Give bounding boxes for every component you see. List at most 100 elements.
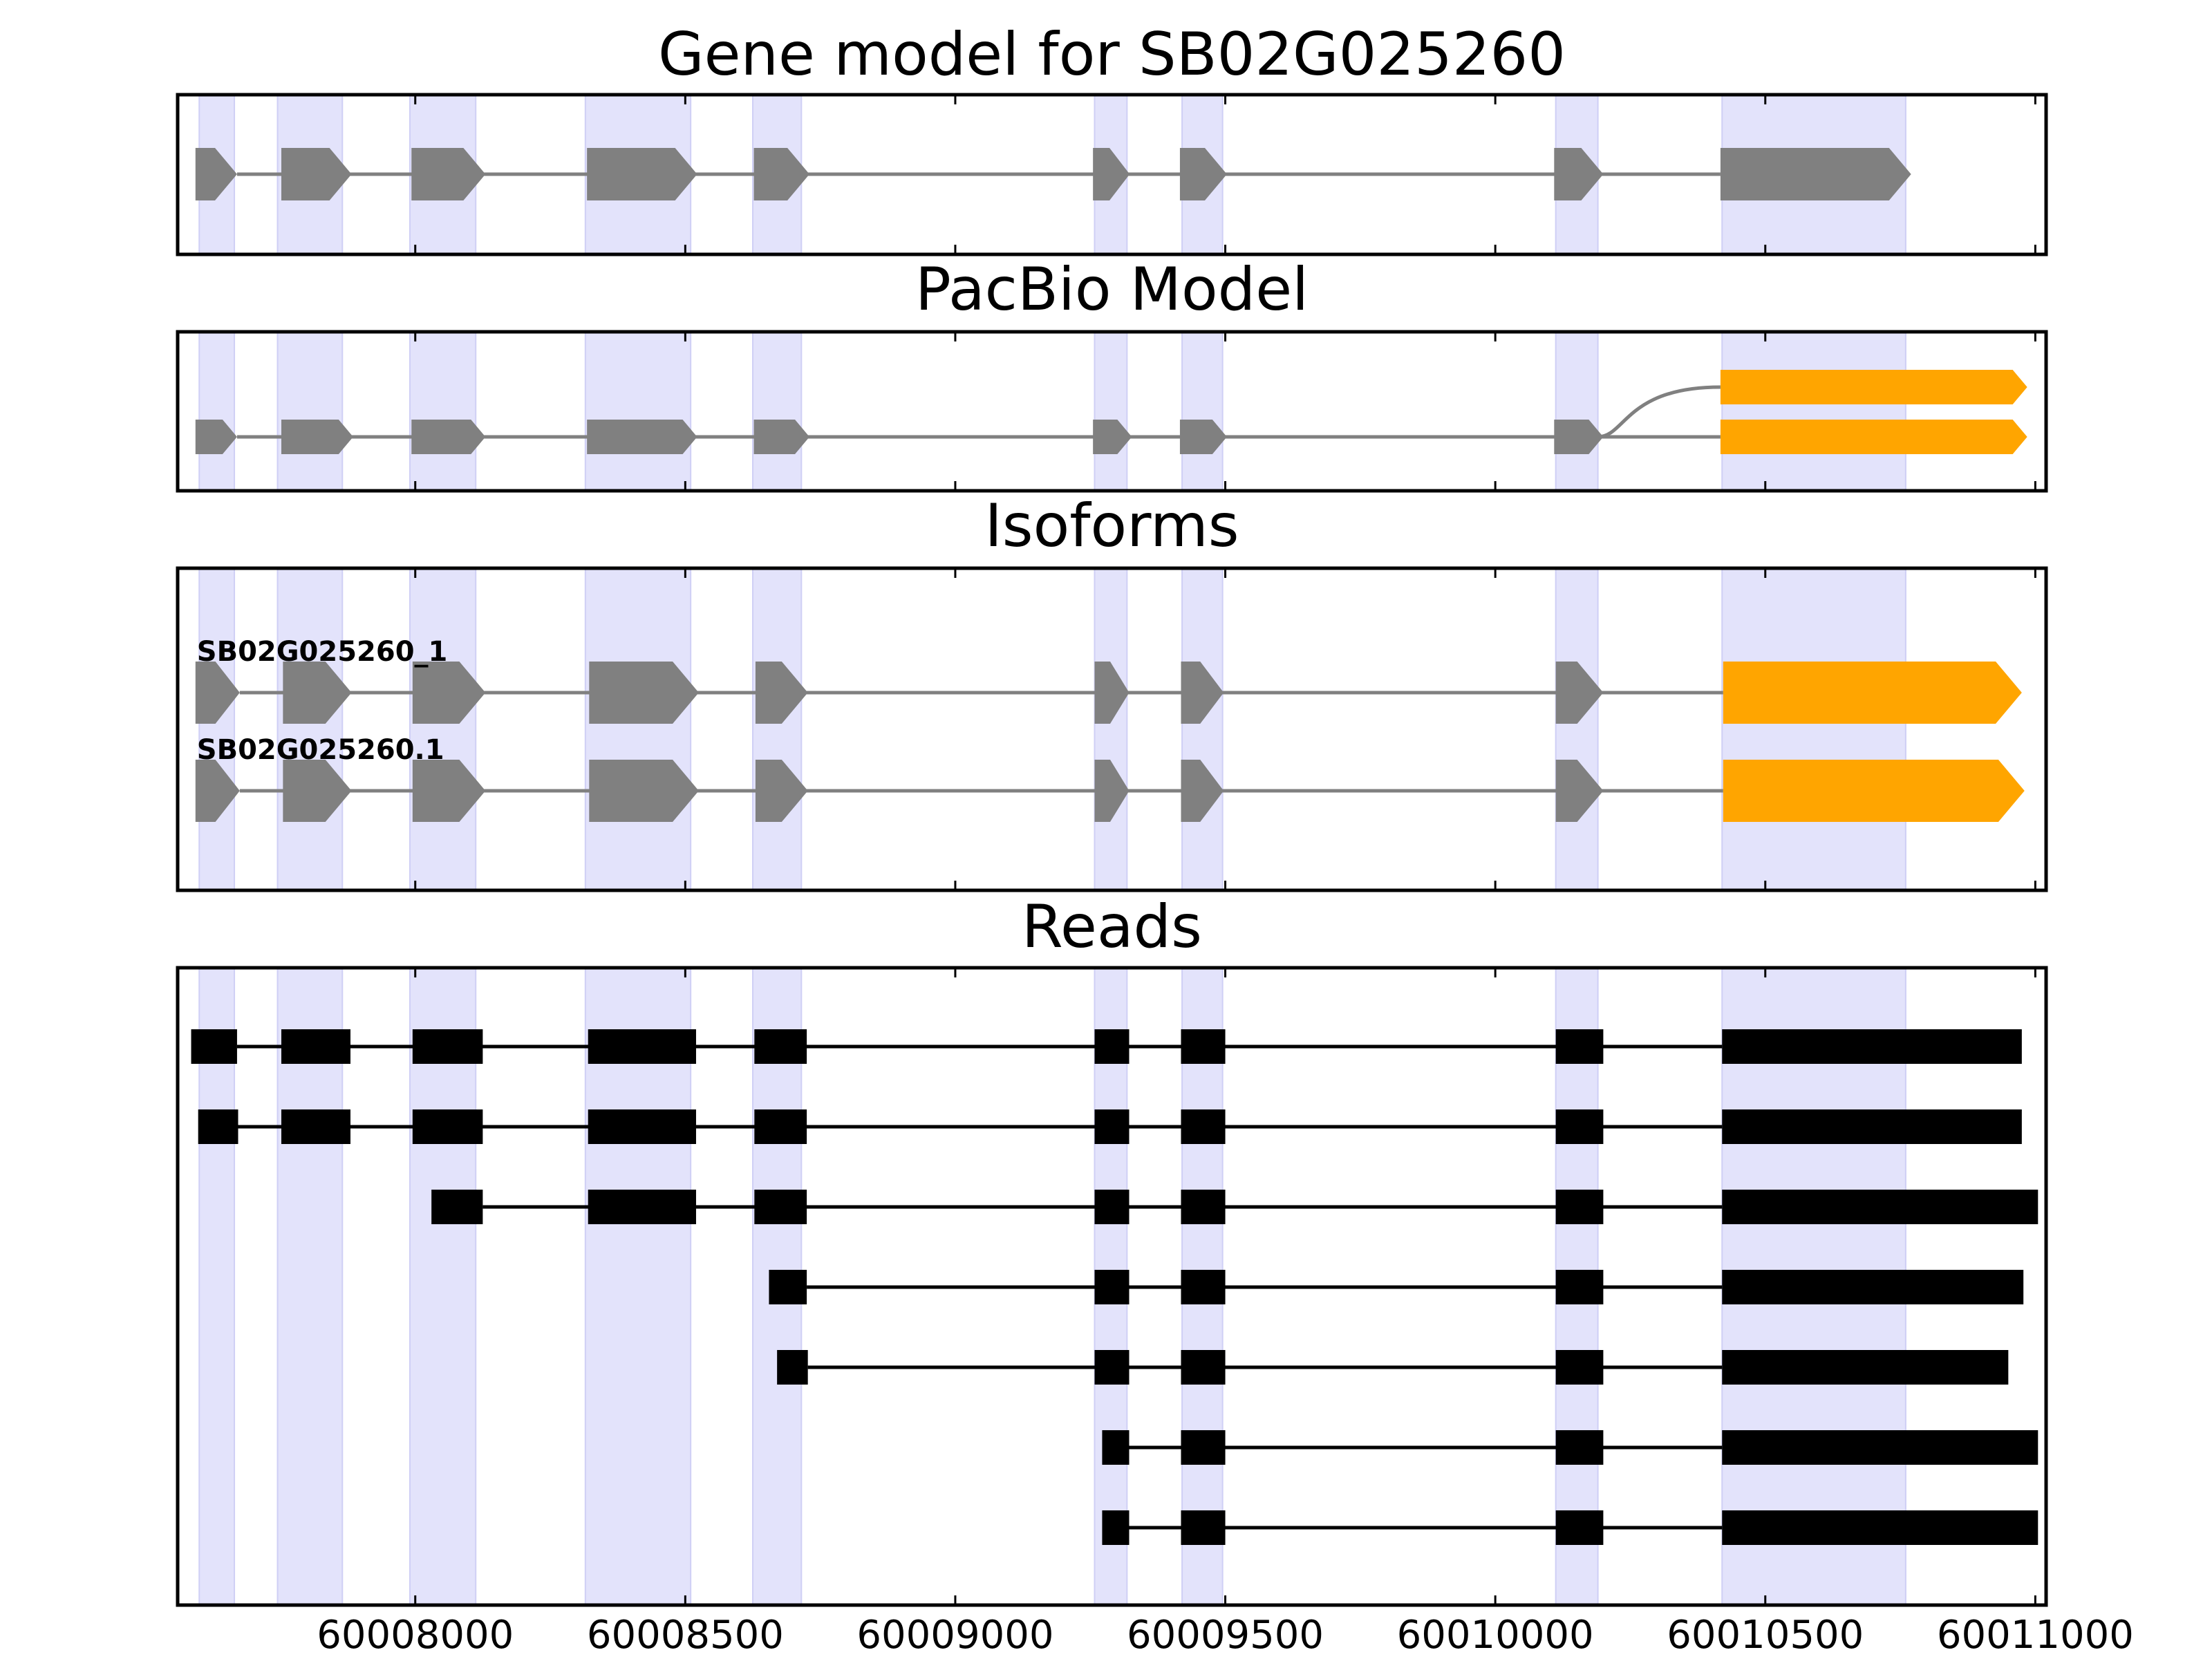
exon-region-band <box>409 967 477 1606</box>
read-exon-block <box>1722 1510 2038 1545</box>
exon-arrow <box>195 148 237 200</box>
exon-region-band <box>1721 331 1906 491</box>
read-row <box>769 1270 2024 1304</box>
read-exon-block <box>1094 1029 1130 1064</box>
read-exon-block <box>1102 1510 1130 1545</box>
read-exon-block <box>777 1350 808 1385</box>
read-exon-block <box>1094 1109 1130 1144</box>
exon-arrow <box>411 420 486 454</box>
exon-region-band <box>1555 331 1599 491</box>
read-exon-block <box>1094 1350 1130 1385</box>
exon-region-band <box>584 331 692 491</box>
read-row <box>1102 1430 2038 1465</box>
exon-region-band <box>751 568 803 891</box>
read-exon-block <box>1555 1029 1604 1064</box>
read-exon-block <box>191 1029 237 1064</box>
read-exon-block <box>1102 1430 1130 1465</box>
exon-arrow <box>587 148 697 200</box>
read-exon-block <box>588 1109 696 1144</box>
exon-region-band <box>198 331 236 491</box>
exon-region-band <box>409 568 477 891</box>
panel-frame <box>176 93 2048 256</box>
x-tick-label: 60011000 <box>1937 1613 2134 1658</box>
panel-2: PacBio Model <box>176 255 2048 493</box>
read-exon-block <box>1722 1190 2038 1224</box>
exon-arrow <box>1720 148 1911 200</box>
exon-arrow <box>1093 148 1130 200</box>
transcript-row: SB02G025260_1 <box>195 636 2022 724</box>
exon-arrow <box>755 760 808 822</box>
transcript-row <box>1597 370 2027 439</box>
x-tick-label: 60008500 <box>587 1613 784 1658</box>
read-row <box>198 1109 2022 1144</box>
transcript-row <box>195 420 2027 454</box>
panel-frame <box>176 966 2048 1607</box>
exon-arrow <box>195 760 240 822</box>
exon-arrow <box>412 760 486 822</box>
read-exon-block <box>1555 1109 1604 1144</box>
exon-region-band <box>584 568 692 891</box>
exon-arrow <box>1723 662 2022 724</box>
read-exon-block <box>588 1029 696 1064</box>
panel-title: Isoforms <box>984 491 1239 561</box>
exon-region-band <box>1181 331 1224 491</box>
read-exon-block <box>1722 1350 2009 1385</box>
read-row <box>1102 1510 2038 1545</box>
x-tick-label: 60009000 <box>856 1613 1053 1658</box>
exon-arrow <box>195 420 237 454</box>
exon-arrow <box>755 662 808 724</box>
read-exon-block <box>754 1029 807 1064</box>
panels-layer: Gene model for SB02G025260 PacBio Model Is… <box>176 20 2134 1658</box>
exon-arrow <box>1181 662 1224 724</box>
read-exon-block <box>1181 1510 1226 1545</box>
isoform-label: SB02G025260_1 <box>197 636 448 668</box>
read-exon-block <box>1555 1270 1604 1304</box>
exon-arrow <box>753 420 810 454</box>
exon-arrow <box>1720 420 2027 454</box>
read-exon-block <box>769 1270 807 1304</box>
exon-arrow <box>589 662 699 724</box>
exon-region-band <box>276 568 344 891</box>
exon-arrow <box>283 662 352 724</box>
exon-arrow <box>589 760 699 822</box>
read-exon-block <box>1181 1029 1226 1064</box>
exon-arrow <box>283 760 352 822</box>
read-exon-block <box>1181 1430 1226 1465</box>
exon-arrow <box>1093 420 1132 454</box>
transcript-row: SB02G025260.1 <box>195 734 2025 822</box>
transcript-row <box>195 148 1911 200</box>
x-tick-label: 60010500 <box>1667 1613 1864 1658</box>
panel-title: Gene model for SB02G025260 <box>658 20 1566 89</box>
x-tick-label: 60008000 <box>317 1613 514 1658</box>
exon-region-band <box>1094 568 1128 891</box>
splice-join-curve <box>1597 385 1721 439</box>
panel-4: Reads <box>176 892 2048 1607</box>
exon-arrow <box>1094 760 1130 822</box>
exon-arrow <box>1094 662 1130 724</box>
read-exon-block <box>754 1190 807 1224</box>
exon-region-band <box>276 967 344 1606</box>
x-tick-label: 60010000 <box>1397 1613 1594 1658</box>
exon-region-band <box>1555 568 1599 891</box>
exon-region-band <box>1094 331 1128 491</box>
read-exon-block <box>281 1029 350 1064</box>
exon-arrow <box>1555 662 1604 724</box>
panel-frame <box>176 566 2048 892</box>
isoform-label: SB02G025260.1 <box>197 734 444 766</box>
exon-arrow <box>1554 148 1604 200</box>
exon-arrow <box>1720 370 2027 404</box>
exon-region-band <box>409 331 477 491</box>
read-exon-block <box>1722 1109 2022 1144</box>
read-exon-block <box>1722 1029 2022 1064</box>
read-exon-block <box>412 1109 483 1144</box>
exon-arrow <box>753 148 810 200</box>
exon-arrow <box>411 148 486 200</box>
panel-frame <box>176 330 2048 493</box>
exon-arrow <box>281 420 353 454</box>
x-tick-label: 60009500 <box>1127 1613 1324 1658</box>
exon-region-band <box>198 568 236 891</box>
exon-arrow <box>1554 420 1604 454</box>
read-exon-block <box>588 1190 696 1224</box>
read-exon-block <box>1181 1350 1226 1385</box>
